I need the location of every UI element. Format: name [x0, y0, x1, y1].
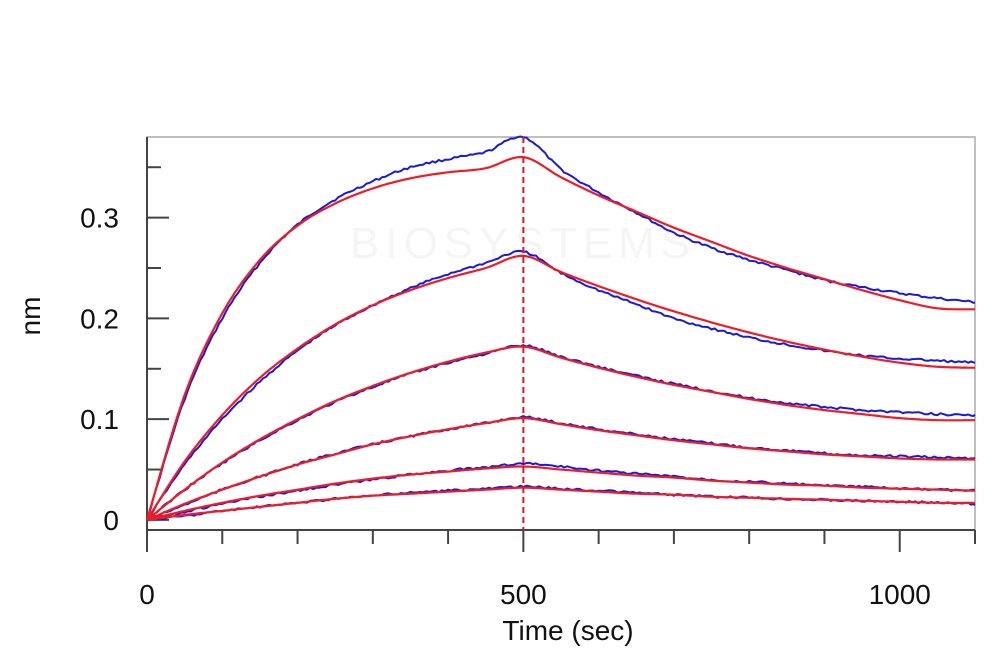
x-tick-label: 500	[500, 579, 547, 610]
y-tick-label: 0	[103, 505, 119, 536]
fit-curve-3	[146, 345, 975, 521]
y-axis: 0 0.1 0.2 0.3	[80, 137, 169, 536]
y-tick-label: 0.1	[80, 404, 119, 435]
observed-curve-6	[146, 484, 976, 521]
x-tick-label: 0	[139, 579, 155, 610]
fit-curve-5	[146, 465, 975, 521]
fit-curve-6	[146, 486, 975, 521]
x-axis: 0 500 1000	[139, 529, 976, 610]
y-tick-label: 0.3	[80, 203, 119, 234]
fit-curves	[145, 155, 976, 521]
observed-curve-2	[146, 249, 976, 521]
fit-curve-4	[146, 416, 975, 521]
x-axis-title: Time (sec)	[502, 615, 633, 646]
fit-curve-2	[146, 254, 976, 521]
plot-frame	[146, 136, 976, 531]
y-tick-label: 0.2	[80, 303, 119, 334]
fit-curve-1	[145, 155, 975, 521]
x-tick-label: 1000	[869, 579, 931, 610]
observed-curve-1	[146, 135, 975, 521]
plot-border	[146, 136, 976, 531]
observed-curves	[146, 135, 976, 522]
y-axis-title: nm	[15, 297, 46, 336]
